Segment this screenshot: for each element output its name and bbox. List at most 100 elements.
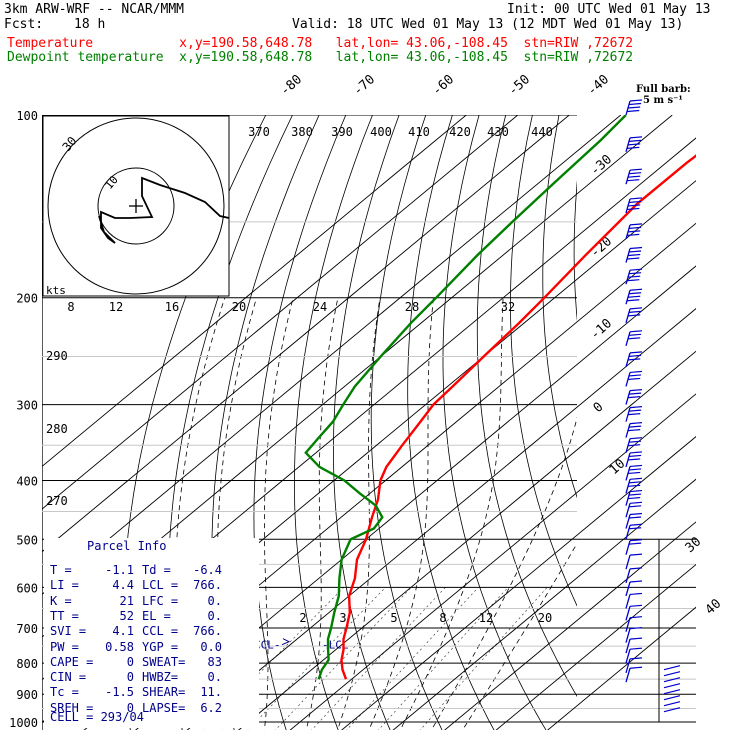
wind-flag (629, 505, 642, 508)
wind-flag (628, 429, 641, 432)
wind-barb-460 (625, 501, 643, 518)
wind-staff (625, 290, 631, 305)
wind-barb-560 (625, 553, 643, 570)
wind-barb-480 (625, 512, 643, 529)
wind-staff (625, 308, 631, 324)
dry-adiabat-400 (691, 115, 740, 735)
wind-barb-220 (625, 307, 643, 324)
parcel-row-6-col-3: 83 (207, 654, 222, 669)
parcel-info-panel: Parcel Info T = -1.1 Td = -6.4 LI = 4.4 LCL = 7… (44, 538, 259, 728)
wind-flag (629, 354, 642, 357)
wind-barb-340 (625, 422, 643, 438)
cell-motion: CELL = 293/04 (50, 710, 144, 724)
temperature-tick--10: -10 (588, 316, 615, 343)
wind-flag (629, 99, 643, 102)
temperature-tick--30: -30 (588, 152, 615, 179)
parcel-row-7-col-0: CIN = (50, 670, 87, 685)
wind-staff (625, 452, 631, 468)
mixing-label-3: 3 (339, 611, 346, 625)
wind-barb-440 (625, 489, 643, 506)
hodograph-trace (98, 176, 230, 244)
wind-staff (625, 390, 631, 405)
isotherm--90 (42, 115, 570, 553)
wind-barb-650 (625, 592, 643, 609)
mixing-label-20: 20 (538, 611, 552, 625)
pressure-tick-600: 600 (16, 581, 38, 595)
wind-staff (625, 270, 631, 285)
parcel-row-2-col-0: K = (50, 593, 72, 608)
wind-flag (629, 637, 643, 640)
mixing-ratio-20 (419, 587, 548, 730)
wind-flag (629, 493, 642, 496)
wind-barb-surface-5 (663, 695, 681, 701)
init-time: Init: 00 UTC Wed 01 May 13 (507, 2, 711, 17)
parcel-row-5-col-2: YGP = (142, 639, 179, 654)
wind-flag (629, 440, 642, 443)
temperature-tick--50: -50 (506, 72, 533, 99)
wind-staff (625, 514, 631, 529)
parcel-row-5-col-1: 0.58 (105, 639, 134, 654)
pressure-tick-400: 400 (16, 474, 38, 488)
moist-adiabat-16 (368, 297, 434, 730)
pressure-tick-100: 100 (16, 109, 38, 123)
theta-label-390: 390 (331, 125, 353, 139)
wind-barb-620 (625, 580, 643, 597)
temperature-tick--70: -70 (351, 72, 378, 99)
wind-staff (625, 491, 631, 506)
wind-flag (629, 197, 643, 200)
wind-flag (629, 647, 643, 650)
wind-flag (629, 102, 642, 106)
wind-staff (625, 617, 631, 632)
pressure-tick-300: 300 (16, 399, 38, 413)
wind-staff (625, 466, 631, 481)
parcel-row-6-col-0: CAPE = (50, 654, 94, 669)
wind-barb-205 (625, 288, 643, 305)
wind-flag (627, 233, 640, 236)
dry-adiabat-320 (442, 115, 547, 730)
vapor-label-16: 16 (165, 300, 179, 314)
wind-flag (629, 437, 643, 440)
wind-flag (629, 592, 643, 596)
parcel-info-title: Parcel Info (87, 539, 167, 553)
wind-flag (628, 106, 641, 109)
mixing-label-12: 12 (479, 611, 493, 625)
hodograph-units: kts (46, 284, 66, 297)
wind-flag (629, 250, 642, 253)
wind-barb-830 (625, 657, 643, 674)
wind-flag (628, 175, 641, 178)
wind-staff (625, 594, 631, 609)
wind-flag (629, 527, 642, 530)
temperature-tick-10: 10 (607, 456, 629, 478)
pressure-tick-200: 200 (16, 292, 38, 306)
wind-flag (629, 425, 642, 428)
parcel-row-1-col-0: LI = (50, 578, 79, 593)
wind-staff (625, 658, 631, 674)
wind-staff (625, 248, 631, 263)
wind-barb-160 (625, 223, 643, 240)
wind-flag (629, 422, 643, 425)
wind-barb-380 (625, 451, 643, 468)
wind-flag (629, 451, 643, 454)
wind-staff (625, 331, 631, 346)
hodograph-ring-outer (47, 117, 225, 295)
wind-barb-240 (625, 330, 643, 346)
wind-staff (625, 638, 631, 654)
vapor-label-20: 20 (232, 300, 246, 314)
dry-adiabat-330 (476, 115, 577, 698)
wind-flag (628, 314, 641, 317)
wind-flag (627, 109, 640, 113)
parcel-row-5-col-0: PW = (50, 639, 79, 654)
wind-flag (628, 358, 641, 361)
mixing-label-8: 8 (439, 611, 446, 625)
vapor-label-24: 24 (313, 300, 327, 314)
wind-flag (629, 516, 642, 519)
parcel-row-0-col-0: T = (50, 563, 72, 577)
wind-flag (629, 392, 642, 395)
wind-flag (629, 172, 642, 175)
wind-barb-800 (625, 647, 643, 664)
wind-flag (628, 444, 641, 447)
parcel-row-4-col-2: CCL = (142, 624, 179, 639)
vapor-label-28: 28 (405, 300, 419, 314)
barb-legend-line1: Full barb: (636, 84, 691, 95)
